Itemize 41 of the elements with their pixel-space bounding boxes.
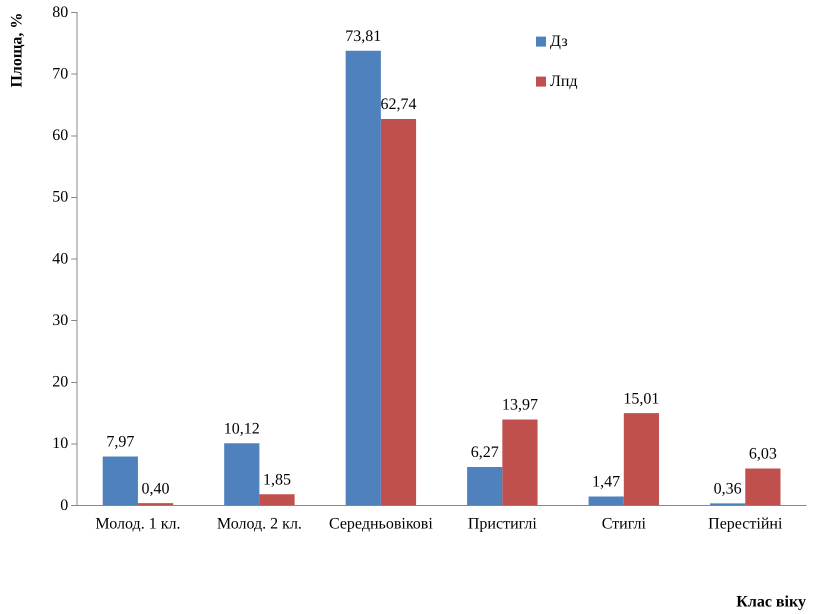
data-label: 73,81 xyxy=(345,28,382,45)
bar xyxy=(624,413,660,506)
bar xyxy=(502,420,538,506)
data-label: 7,97 xyxy=(106,434,134,451)
y-tick-label: 0 xyxy=(60,496,68,514)
x-axis-title: Клас віку xyxy=(736,594,806,611)
y-tick-label: 10 xyxy=(52,435,68,452)
y-tick-label: 40 xyxy=(52,250,68,268)
bar xyxy=(467,466,502,506)
bar xyxy=(102,456,138,506)
y-tick-label: 20 xyxy=(52,374,68,391)
data-label: 10,12 xyxy=(224,420,260,438)
y-tick-label: 30 xyxy=(52,312,68,329)
data-label: 6,03 xyxy=(748,446,777,463)
data-label: 1,47 xyxy=(592,474,620,491)
bar xyxy=(745,468,780,506)
data-label: 62,74 xyxy=(380,96,416,114)
x-tick-label: Середньовікові xyxy=(328,515,434,532)
x-tick-label: Молод. 2 кл. xyxy=(216,515,302,532)
bar xyxy=(224,443,260,506)
data-label: 13,97 xyxy=(502,396,538,414)
y-axis-title: Площа, % xyxy=(8,12,26,88)
data-label: 15,01 xyxy=(623,390,660,408)
y-tick-label: 50 xyxy=(52,188,68,206)
data-label: 1,85 xyxy=(263,471,292,488)
bar xyxy=(259,494,295,506)
y-tick-label: 80 xyxy=(52,4,68,21)
y-tick-label: 60 xyxy=(52,127,68,144)
legend-label: Лпд xyxy=(550,72,578,90)
x-tick-label: Молод. 1 кл. xyxy=(95,515,180,532)
data-label: 0,40 xyxy=(142,480,170,498)
data-label: 6,27 xyxy=(470,444,499,462)
x-tick-label: Перестійні xyxy=(708,515,783,532)
y-tick-label: 70 xyxy=(52,65,68,82)
data-label: 0,36 xyxy=(714,480,742,498)
bar xyxy=(346,50,381,506)
bar xyxy=(380,118,416,506)
x-tick-label: Стиглі xyxy=(602,515,646,532)
legend-label: Дз xyxy=(550,32,568,50)
bar xyxy=(588,496,624,506)
x-tick-label: Пристиглі xyxy=(468,515,538,532)
